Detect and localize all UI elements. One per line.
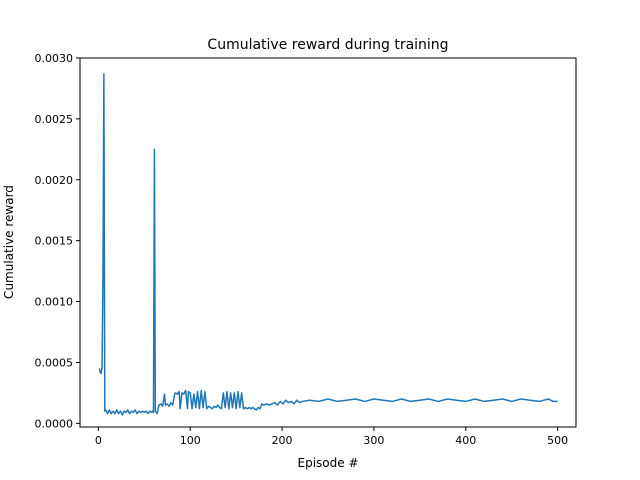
x-tick-label: 0 [95, 434, 102, 447]
series-layer [98, 73, 558, 416]
y-tick-label: 0.0025 [35, 113, 74, 126]
y-tick-label: 0.0015 [35, 235, 74, 248]
y-tick-label: 0.0010 [35, 296, 74, 309]
x-axis: 0 100 200 300 400 500 [95, 427, 568, 447]
x-tick-label: 300 [363, 434, 384, 447]
series-line [98, 73, 558, 416]
chart-title: Cumulative reward during training [207, 37, 448, 53]
y-axis: 0.0000 0.0005 0.0010 0.0015 0.0020 0.0025 0.00… [35, 52, 80, 430]
y-axis-label: Cumulative reward [2, 185, 16, 299]
x-tick-label: 400 [455, 434, 476, 447]
y-tick-label: 0.0000 [35, 417, 74, 430]
x-tick-label: 100 [180, 434, 201, 447]
y-tick-label: 0.0020 [35, 174, 74, 187]
y-tick-label: 0.0005 [35, 356, 74, 369]
x-tick-label: 200 [272, 434, 293, 447]
x-axis-label: Episode # [298, 456, 359, 470]
plot-frame [79, 57, 577, 428]
y-tick-label: 0.0030 [35, 52, 74, 65]
x-tick-label: 500 [547, 434, 568, 447]
